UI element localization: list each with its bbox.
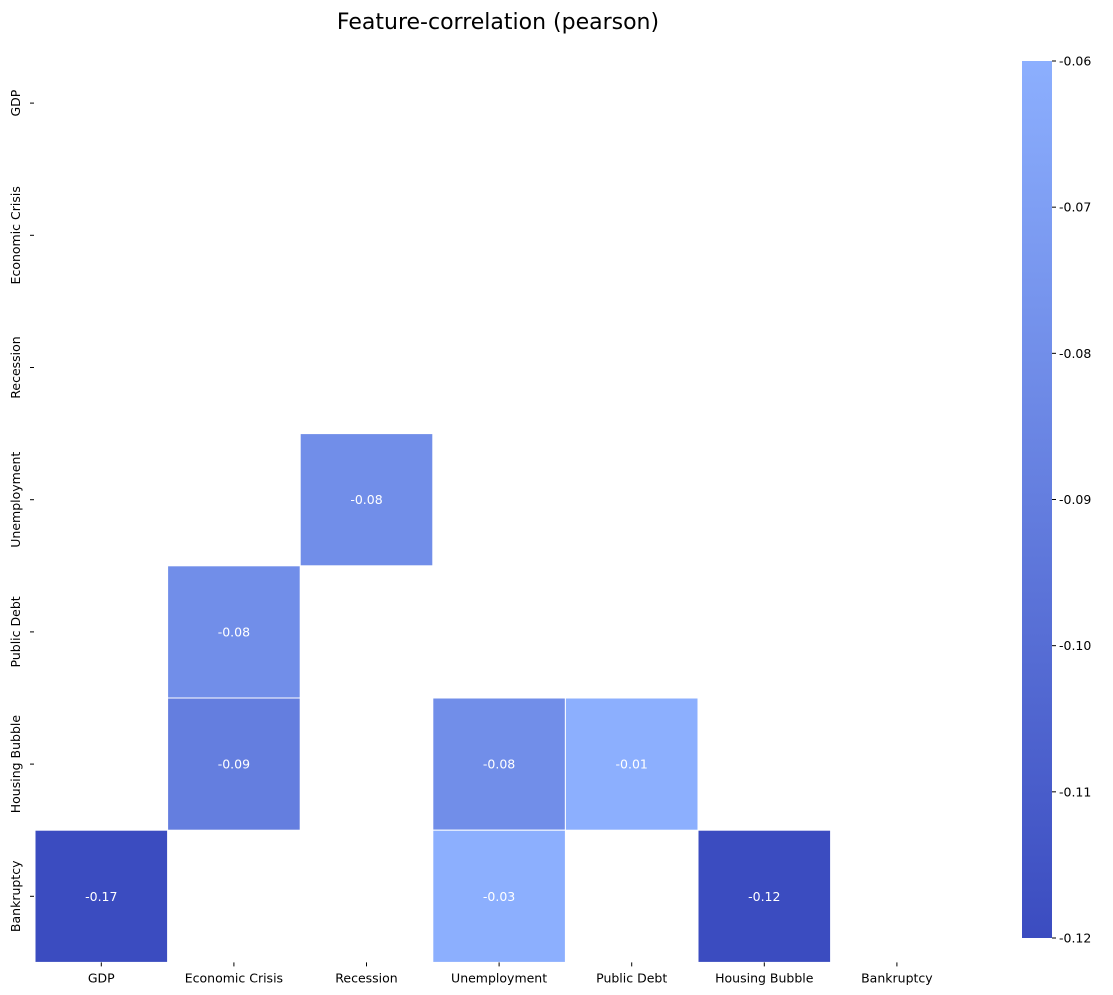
x-tick-label: Economic Crisis — [185, 970, 283, 985]
cell-value-label: -0.08 — [218, 624, 250, 639]
colorbar-tick-label: -0.11 — [1059, 784, 1091, 799]
y-tick-label: Economic Crisis — [8, 186, 23, 284]
colorbar-tick-label: -0.09 — [1059, 492, 1091, 507]
heatmap-cell — [167, 697, 301, 831]
x-axis-ticks: GDP Economic Crisis Recession Unemployment P… — [88, 962, 933, 985]
cell-value-label: -0.17 — [85, 889, 117, 904]
y-tick-label: Public Debt — [8, 596, 23, 667]
heatmap-cells: -0.08 -0.08 -0.09 -0.08 -0.01 -0.17 -0.03 -0.12 — [34, 433, 832, 963]
y-tick-label: Recession — [8, 336, 23, 398]
heatmap-cell — [432, 697, 566, 831]
colorbar-tick-label: -0.12 — [1059, 931, 1091, 946]
x-tick-label: Public Debt — [596, 970, 667, 985]
y-tick-label: Housing Bubble — [8, 715, 23, 814]
heatmap-cell — [34, 829, 169, 963]
colorbar — [1022, 61, 1052, 938]
chart-title: Feature-correlation (pearson) — [337, 10, 659, 35]
y-tick-label: GDP — [8, 89, 23, 116]
y-tick-label: Unemployment — [8, 452, 23, 548]
colorbar-tick-label: -0.07 — [1059, 200, 1091, 215]
x-tick-label: Recession — [335, 970, 397, 985]
colorbar-tick-label: -0.08 — [1059, 346, 1091, 361]
colorbar-tick-label: -0.10 — [1059, 638, 1091, 653]
cell-value-label: -0.12 — [748, 889, 780, 904]
y-axis-ticks: GDP Economic Crisis Recession Unemployment P… — [8, 89, 34, 932]
cell-value-label: -0.08 — [350, 492, 382, 507]
cell-value-label: -0.03 — [483, 889, 515, 904]
x-tick-label: Bankruptcy — [861, 970, 933, 985]
x-tick-label: Unemployment — [451, 970, 547, 985]
heatmap-cell — [564, 697, 699, 831]
cell-value-label: -0.01 — [616, 757, 648, 772]
cell-value-label: -0.09 — [218, 757, 250, 772]
heatmap-cell — [299, 433, 434, 567]
heatmap-cell — [167, 565, 301, 699]
x-tick-label: Housing Bubble — [715, 970, 814, 985]
colorbar-ticks: -0.06 -0.07 -0.08 -0.09 -0.10 -0.11 -0.12 — [1052, 54, 1091, 946]
cell-value-label: -0.08 — [483, 757, 515, 772]
colorbar-tick-label: -0.06 — [1059, 54, 1091, 69]
x-tick-label: GDP — [88, 970, 115, 985]
heatmap-cell — [697, 829, 832, 963]
y-tick-label: Bankruptcy — [8, 860, 23, 932]
